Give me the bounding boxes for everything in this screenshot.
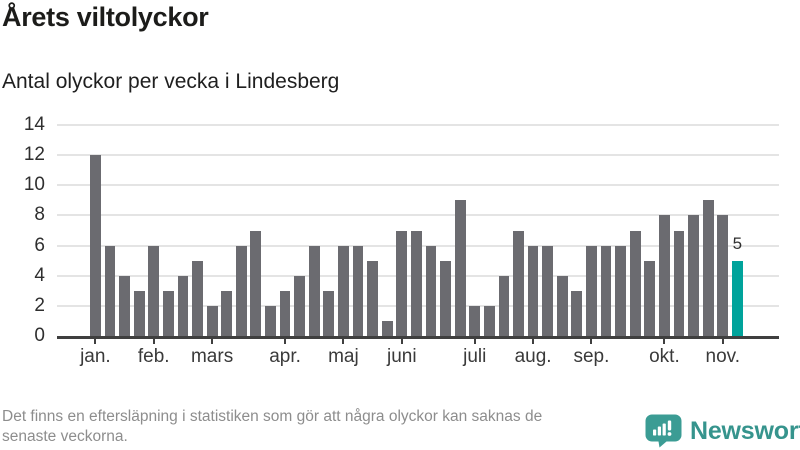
bar-week-15 xyxy=(294,275,306,336)
bar-week-36 xyxy=(600,245,612,336)
bar-week-33 xyxy=(556,275,568,336)
bar-week-14 xyxy=(279,290,291,336)
bar-week-34 xyxy=(571,290,583,336)
bar-week-38 xyxy=(629,230,641,336)
bar-week-42 xyxy=(688,215,699,336)
bar-week-22 xyxy=(396,230,408,336)
footnote: Det finns en eftersläpning i statistiken… xyxy=(2,407,542,446)
newsworthy-wordmark: Newsworthy xyxy=(690,416,800,445)
bar-week-35 xyxy=(586,245,597,336)
gridline-14 xyxy=(57,124,779,127)
x-axis-line xyxy=(57,336,779,339)
plot-area: 0 2 4 6 8 10 12 14 jan. feb. mars apr. maj juni juli au… xyxy=(24,114,779,367)
x-axis-label-juli: juli xyxy=(463,346,487,367)
x-axis-tick-feb xyxy=(152,338,155,344)
footnote-line-1: Det finns en eftersläpning i statistiken… xyxy=(2,408,543,425)
bar-week-7 xyxy=(177,275,189,336)
bar-week-18 xyxy=(338,245,349,336)
bar-week-6 xyxy=(162,290,174,336)
x-axis-tick-aug xyxy=(532,338,535,344)
x-axis-label-juni: juni xyxy=(386,346,417,367)
x-axis-tick-juni xyxy=(400,338,403,344)
y-axis-label-12: 12 xyxy=(23,144,45,166)
bar-week-41 xyxy=(673,230,685,336)
x-axis-tick-juli xyxy=(473,338,476,344)
x-axis-tick-apr xyxy=(284,338,287,344)
bar-week-28 xyxy=(483,305,495,336)
bar-week-25 xyxy=(440,260,451,336)
x-axis-label-maj: maj xyxy=(328,346,359,367)
bar-week-26 xyxy=(454,200,466,336)
bar-week-12 xyxy=(250,230,262,336)
x-axis-label-jan: jan. xyxy=(80,346,111,367)
newsworthy-bubble-icon xyxy=(645,414,682,448)
x-axis-tick-mars xyxy=(211,338,214,344)
gridline-8 xyxy=(57,214,779,217)
bar-week-24 xyxy=(425,245,437,336)
y-axis-label-0: 0 xyxy=(34,325,45,346)
bar-week-30 xyxy=(513,230,524,336)
page-title: Årets viltolyckor xyxy=(2,2,209,32)
y-axis-label-2: 2 xyxy=(34,294,45,316)
bar-week-44 xyxy=(717,215,729,336)
bar-week-29 xyxy=(498,275,510,336)
y-axis-label-4: 4 xyxy=(34,264,45,286)
x-axis-label-sep: sep. xyxy=(573,346,610,367)
bar-week-5 xyxy=(148,245,160,336)
gridline-10 xyxy=(57,184,779,187)
bar-week-3 xyxy=(119,275,130,336)
gridline-12 xyxy=(57,154,779,157)
x-axis-tick-maj xyxy=(342,338,345,344)
bar-week-40 xyxy=(659,215,670,336)
x-axis-label-aug: aug. xyxy=(514,346,552,367)
bar-week-39 xyxy=(644,260,656,336)
footnote-line-2: senaste veckorna. xyxy=(2,427,128,445)
bar-week-16 xyxy=(308,245,320,336)
last-bar-value-label: 5 xyxy=(732,233,743,253)
bar-week-31 xyxy=(527,245,539,336)
y-axis-label-8: 8 xyxy=(34,204,45,226)
bar-week-19 xyxy=(352,245,364,336)
bar-week-4 xyxy=(133,290,145,336)
bar-week-2 xyxy=(104,245,116,336)
bar-week-9 xyxy=(206,305,218,336)
bar-week-11 xyxy=(235,245,247,336)
x-axis-label-feb: feb. xyxy=(137,346,170,367)
x-axis-label-okt: okt. xyxy=(649,346,680,367)
bar-week-20 xyxy=(367,260,378,336)
bar-week-27 xyxy=(469,305,481,336)
x-axis-tick-okt xyxy=(663,338,666,344)
bar-week-43 xyxy=(702,200,714,336)
x-axis-tick-nov xyxy=(721,338,724,344)
bar-week-37 xyxy=(615,245,627,336)
x-axis-tick-jan xyxy=(94,338,97,344)
chart-subtitle: Antal olyckor per vecka i Lindesberg xyxy=(2,70,340,93)
bar-week-8 xyxy=(192,260,203,336)
y-axis-label-10: 10 xyxy=(23,174,45,196)
newsworthy-logo[interactable]: Newsworthy xyxy=(645,414,800,448)
x-axis-label-nov: nov. xyxy=(705,346,741,367)
bar-week-23 xyxy=(410,230,422,336)
x-axis-label-mars: mars xyxy=(190,346,234,367)
y-axis-label-14: 14 xyxy=(23,114,45,136)
x-axis-tick-sep xyxy=(590,338,593,344)
bar-week-1 xyxy=(90,155,101,336)
highlighted-bar-week-45 xyxy=(731,260,743,336)
bar-week-32 xyxy=(542,245,554,336)
x-axis-label-apr: apr. xyxy=(269,346,301,367)
bar-week-10 xyxy=(221,290,233,336)
y-axis-label-6: 6 xyxy=(34,234,45,256)
bar-week-21 xyxy=(381,320,393,336)
bar-week-13 xyxy=(265,305,276,336)
bar-week-17 xyxy=(323,290,335,336)
